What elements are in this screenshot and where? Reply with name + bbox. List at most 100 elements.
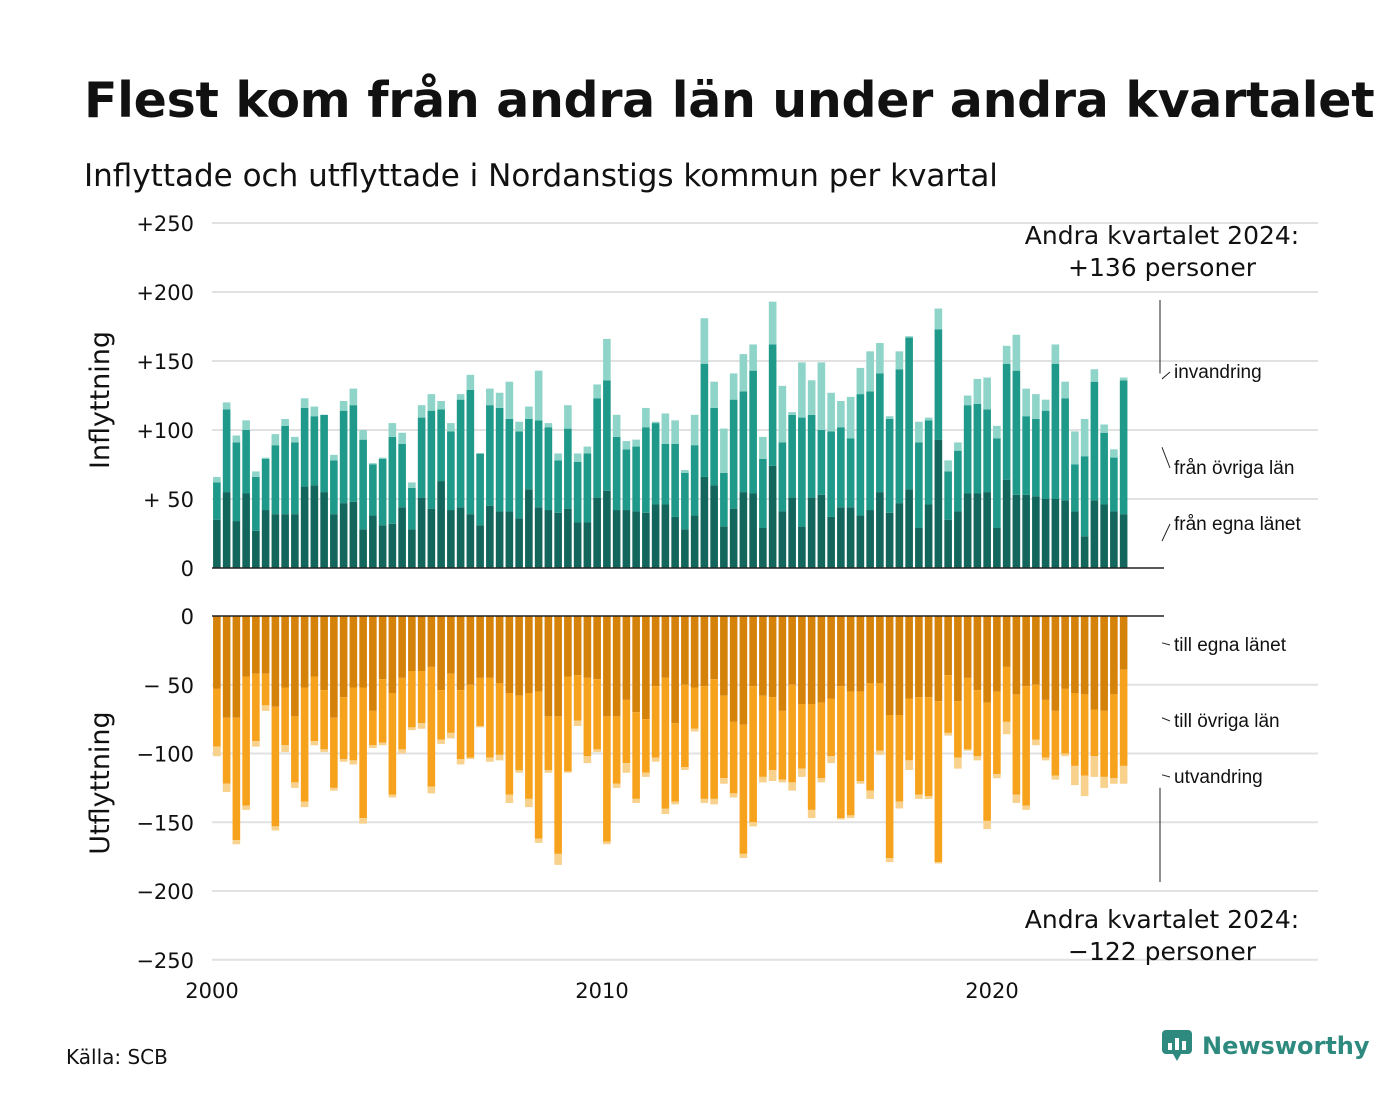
bar-out-other-county xyxy=(1110,694,1118,779)
bar-out-own-county xyxy=(807,616,816,704)
bar-in-immigration xyxy=(700,318,709,364)
bar-in-own-county xyxy=(720,526,728,568)
bar-in-immigration xyxy=(544,423,553,428)
bar-out-own-county xyxy=(856,616,865,692)
bar-in-other-county xyxy=(603,380,611,491)
bar-in-own-county xyxy=(993,527,1001,568)
bar-in-immigration xyxy=(963,395,972,406)
bar-out-own-county xyxy=(827,616,835,699)
bar-out-other-county xyxy=(759,695,767,777)
bar-out-own-county xyxy=(1002,616,1011,667)
bar-in-immigration xyxy=(242,420,250,430)
series-label-leader-bottom xyxy=(1161,774,1171,778)
bar-in-other-county xyxy=(291,442,299,515)
bar-out-emigration xyxy=(593,749,601,753)
bar-out-other-county xyxy=(564,676,572,772)
bar-out-emigration xyxy=(1090,756,1099,777)
bar-out-own-county xyxy=(700,616,709,687)
bar-out-other-county xyxy=(817,702,826,779)
bar-out-emigration xyxy=(1032,739,1040,746)
bar-in-other-county xyxy=(554,460,562,513)
bar-out-own-county xyxy=(671,616,679,724)
bar-in-immigration xyxy=(954,442,962,451)
bar-in-other-county xyxy=(817,430,826,495)
bar-out-emigration xyxy=(408,727,416,731)
bar-out-other-county xyxy=(671,723,679,802)
bar-in-immigration xyxy=(915,421,923,443)
bar-out-other-county xyxy=(378,679,387,743)
bar-out-own-county xyxy=(359,616,367,688)
bar-out-own-county xyxy=(1119,616,1128,670)
bar-in-immigration xyxy=(1022,388,1030,417)
bar-out-other-county xyxy=(856,691,865,782)
bar-in-immigration xyxy=(261,457,270,459)
bar-out-own-county xyxy=(934,616,943,702)
bar-out-emigration xyxy=(1119,765,1128,784)
bar-out-other-county xyxy=(486,677,494,758)
bar-out-own-county xyxy=(885,616,894,715)
bar-out-emigration xyxy=(690,728,699,732)
bar-out-emigration xyxy=(993,774,1001,779)
bar-out-emigration xyxy=(300,801,309,808)
bar-out-emigration xyxy=(1080,775,1089,797)
annotation-bottom: Andra kvartalet 2024: xyxy=(1025,905,1299,934)
bar-in-own-county xyxy=(427,508,436,568)
annotation-bottom: −122 personer xyxy=(1068,937,1257,966)
bar-out-other-county xyxy=(603,716,611,842)
bar-out-other-county xyxy=(924,697,933,797)
bar-out-own-county xyxy=(739,616,748,725)
bar-in-other-county xyxy=(993,438,1001,528)
bar-in-own-county xyxy=(261,510,270,568)
series-label-top: från övriga län xyxy=(1174,458,1294,479)
bar-in-other-county xyxy=(905,337,913,490)
bar-out-emigration xyxy=(846,815,855,819)
bar-out-emigration xyxy=(583,756,592,764)
bar-out-emigration xyxy=(369,745,377,748)
bar-out-other-county xyxy=(222,717,231,784)
bar-in-immigration xyxy=(856,367,865,395)
bar-in-immigration xyxy=(749,344,757,371)
bar-out-other-county xyxy=(593,679,601,750)
bar-out-own-county xyxy=(905,616,913,699)
bar-out-emigration xyxy=(271,826,280,831)
bar-out-other-county xyxy=(1012,694,1021,795)
bar-out-emigration xyxy=(905,760,913,771)
bar-in-other-county xyxy=(437,409,445,482)
bar-out-emigration xyxy=(895,801,904,809)
bar-in-immigration xyxy=(788,412,796,415)
bar-in-own-county xyxy=(934,439,943,568)
bar-out-own-county xyxy=(320,616,328,691)
bar-in-own-county xyxy=(554,512,562,568)
series-label-leader-top xyxy=(1161,371,1171,380)
bar-out-own-county xyxy=(349,616,358,688)
bar-in-other-county xyxy=(642,427,650,513)
series-label-bottom: till egna länet xyxy=(1174,635,1287,656)
bar-in-own-county xyxy=(749,493,757,568)
bar-in-own-county xyxy=(739,492,748,568)
bar-in-own-county xyxy=(213,519,221,568)
bar-in-immigration xyxy=(944,460,952,472)
bar-in-own-county xyxy=(778,511,787,568)
bar-in-immigration xyxy=(310,406,319,417)
bar-out-emigration xyxy=(544,770,553,773)
bar-out-own-county xyxy=(495,616,504,684)
annotation-top: +136 personer xyxy=(1068,253,1257,282)
bar-out-emigration xyxy=(729,793,738,798)
bar-in-immigration xyxy=(515,421,523,432)
bar-out-emigration xyxy=(534,838,543,843)
bar-in-own-county xyxy=(729,508,738,568)
bar-in-own-county xyxy=(1090,500,1099,568)
bar-in-own-county xyxy=(544,510,553,568)
bar-in-immigration xyxy=(973,378,982,404)
bar-out-other-county xyxy=(905,698,913,761)
y-tick-label-top: +150 xyxy=(136,350,194,374)
bar-out-emigration xyxy=(320,749,328,753)
bar-out-emigration xyxy=(515,770,523,773)
bar-out-other-county xyxy=(515,695,523,770)
series-label-leader-bottom xyxy=(1161,717,1171,722)
bar-out-own-county xyxy=(924,616,933,698)
bar-out-other-county xyxy=(681,684,689,768)
bar-in-own-county xyxy=(954,511,962,568)
bar-out-other-county xyxy=(1002,666,1011,722)
bar-in-other-county xyxy=(544,427,553,511)
